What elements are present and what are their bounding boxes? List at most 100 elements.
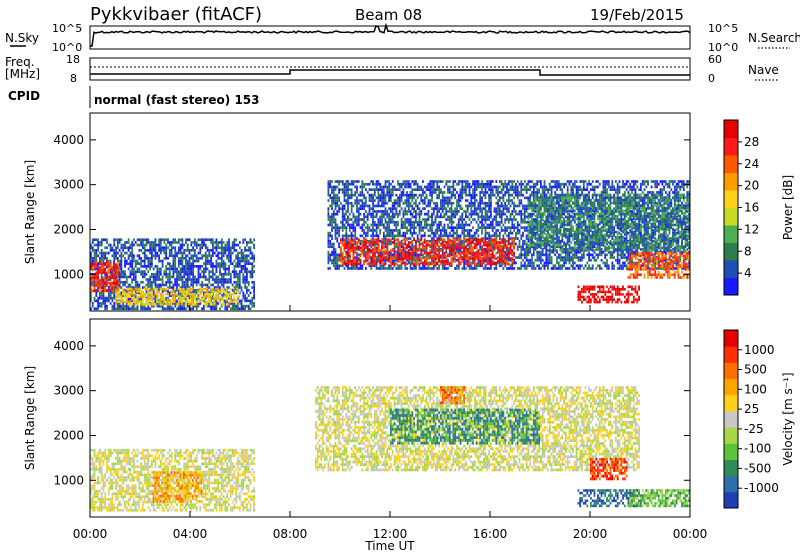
heatmap-cell bbox=[232, 284, 234, 287]
heatmap-cell bbox=[228, 303, 230, 306]
heatmap-cell bbox=[154, 303, 156, 306]
heatmap-cell bbox=[333, 194, 335, 197]
heatmap-cell bbox=[361, 199, 363, 202]
heatmap-cell bbox=[413, 254, 415, 257]
heatmap-cell bbox=[494, 210, 496, 213]
heatmap-cell bbox=[244, 246, 246, 249]
heatmap-cell bbox=[106, 257, 108, 260]
heatmap-cell bbox=[486, 218, 488, 221]
heatmap-cell bbox=[151, 249, 153, 252]
heatmap-cell bbox=[131, 298, 133, 301]
heatmap-cell bbox=[126, 246, 128, 249]
heatmap-cell bbox=[379, 224, 381, 227]
heatmap-cell bbox=[244, 265, 246, 268]
heatmap-cell bbox=[397, 202, 399, 205]
heatmap-cell bbox=[511, 194, 513, 197]
heatmap-cell bbox=[204, 293, 206, 296]
heatmap-cell bbox=[97, 269, 99, 272]
heatmap-cell bbox=[449, 197, 451, 200]
heatmap-cell bbox=[246, 281, 248, 284]
heatmap-cell bbox=[565, 267, 567, 270]
heatmap-cell bbox=[363, 186, 365, 189]
heatmap-cell bbox=[438, 226, 440, 229]
heatmap-cell bbox=[372, 213, 374, 216]
heatmap-cell bbox=[488, 232, 490, 235]
heatmap-cell bbox=[203, 288, 205, 291]
heatmap-cell bbox=[171, 252, 173, 255]
heatmap-cell bbox=[353, 216, 355, 219]
heatmap-cell bbox=[517, 248, 519, 251]
heatmap-cell bbox=[469, 202, 471, 205]
heatmap-cell bbox=[351, 207, 353, 210]
heatmap-cell bbox=[189, 262, 191, 265]
heatmap-cell bbox=[379, 267, 381, 270]
heatmap-cell bbox=[549, 183, 551, 186]
heatmap-cell bbox=[338, 267, 340, 270]
heatmap-cell bbox=[165, 270, 167, 273]
heatmap-cell bbox=[133, 307, 135, 310]
heatmap-cell bbox=[415, 180, 417, 183]
heatmap-cell bbox=[388, 194, 390, 197]
heatmap-cell bbox=[554, 186, 556, 189]
heatmap-cell bbox=[203, 254, 205, 257]
heatmap-cell bbox=[426, 194, 428, 197]
heatmap-cell bbox=[112, 305, 114, 308]
heatmap-cell bbox=[390, 218, 392, 221]
heatmap-cell bbox=[126, 307, 128, 310]
heatmap-cell bbox=[445, 251, 447, 254]
heatmap-cell bbox=[119, 305, 121, 308]
heatmap-cell bbox=[146, 241, 148, 244]
heatmap-cell bbox=[216, 249, 218, 252]
heatmap-cell bbox=[370, 207, 372, 210]
heatmap-cell bbox=[456, 210, 458, 213]
heatmap-cell bbox=[399, 197, 401, 200]
heatmap-cell bbox=[490, 183, 492, 186]
heatmap-cell bbox=[242, 268, 244, 271]
heatmap-cell bbox=[97, 274, 99, 277]
heatmap-cell bbox=[106, 238, 108, 241]
freq-frame bbox=[90, 58, 690, 80]
heatmap-cell bbox=[94, 300, 96, 303]
heatmap-cell bbox=[196, 260, 198, 263]
heatmap-cell bbox=[399, 183, 401, 186]
heatmap-cell bbox=[210, 238, 212, 241]
heatmap-cell bbox=[158, 284, 160, 287]
heatmap-cell bbox=[180, 257, 182, 260]
heatmap-cell bbox=[171, 249, 173, 252]
heatmap-cell bbox=[426, 186, 428, 189]
heatmap-cell bbox=[356, 180, 358, 183]
heatmap-cell bbox=[497, 194, 499, 197]
heatmap-cell bbox=[162, 238, 164, 241]
heatmap-cell bbox=[444, 186, 446, 189]
heatmap-cell bbox=[336, 194, 338, 197]
heatmap-cell bbox=[515, 188, 517, 191]
heatmap-cell bbox=[490, 210, 492, 213]
heatmap-cell bbox=[417, 240, 419, 243]
heatmap-cell bbox=[520, 256, 522, 259]
heatmap-cell bbox=[155, 278, 157, 281]
heatmap-cell bbox=[133, 286, 135, 289]
heatmap-cell bbox=[201, 276, 203, 279]
heatmap-cell bbox=[497, 256, 499, 259]
heatmap-cell bbox=[115, 254, 117, 257]
heatmap-cell bbox=[239, 278, 241, 281]
heatmap-cell bbox=[447, 197, 449, 200]
heatmap-cell bbox=[94, 238, 96, 241]
heatmap-cell bbox=[463, 262, 465, 265]
heatmap-cell bbox=[374, 199, 376, 202]
heatmap-cell bbox=[331, 235, 333, 238]
heatmap-cell bbox=[328, 210, 330, 213]
heatmap-cell bbox=[520, 262, 522, 265]
heatmap-cell bbox=[147, 241, 149, 244]
heatmap-cell bbox=[436, 216, 438, 219]
heatmap-cell bbox=[160, 260, 162, 263]
heatmap-cell bbox=[232, 305, 234, 308]
heatmap-cell bbox=[198, 265, 200, 268]
heatmap-cell bbox=[162, 276, 164, 279]
heatmap-cell bbox=[164, 238, 166, 241]
heatmap-cell bbox=[420, 243, 422, 246]
heatmap-cell bbox=[106, 252, 108, 255]
heatmap-cell bbox=[458, 235, 460, 238]
heatmap-cell bbox=[385, 267, 387, 270]
heatmap-cell bbox=[461, 240, 463, 243]
